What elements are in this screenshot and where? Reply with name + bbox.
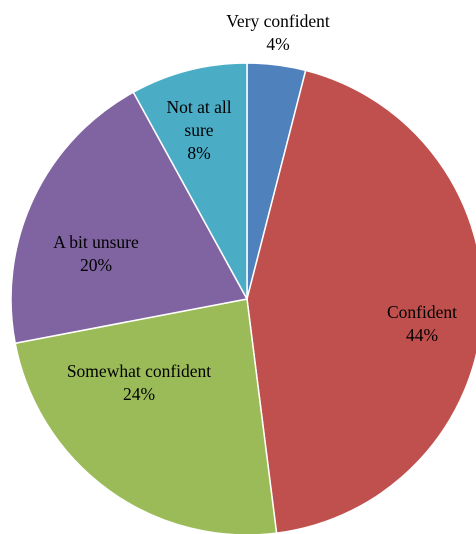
slice-label-confident: Confident 44% [387,302,457,345]
slice-category-label: A bit unsure [53,232,139,252]
slice-value-label: 24% [123,384,155,404]
pie-slice-somewhat-confident [14,298,278,534]
pie-slices [10,62,476,534]
slice-category-label: Somewhat confident [67,361,211,381]
slice-category-label: Confident [387,302,457,322]
slice-category-label: Very confident [226,11,330,31]
pie-slice-not-at-all-sure [132,62,248,300]
slice-value-label: 20% [80,255,112,275]
slice-label-not-at-all-sure: Not at all sure 8% [166,97,231,163]
slice-label-very-confident: Very confident 4% [226,11,330,54]
pie-slice-a-bit-unsure [10,91,249,345]
slice-value-label: 8% [187,143,210,163]
slice-value-label: 4% [266,34,289,54]
pie-slice-confident [246,69,476,534]
slice-value-label: 44% [406,325,438,345]
slice-category-label: sure [184,120,213,140]
slice-category-label: Not at all [166,97,231,117]
slice-label-a-bit-unsure: A bit unsure 20% [53,232,139,275]
slice-label-somewhat-confident: Somewhat confident 24% [67,361,211,404]
pie-labels: Very confident 4% Confident 44% Somewhat con… [53,11,457,404]
